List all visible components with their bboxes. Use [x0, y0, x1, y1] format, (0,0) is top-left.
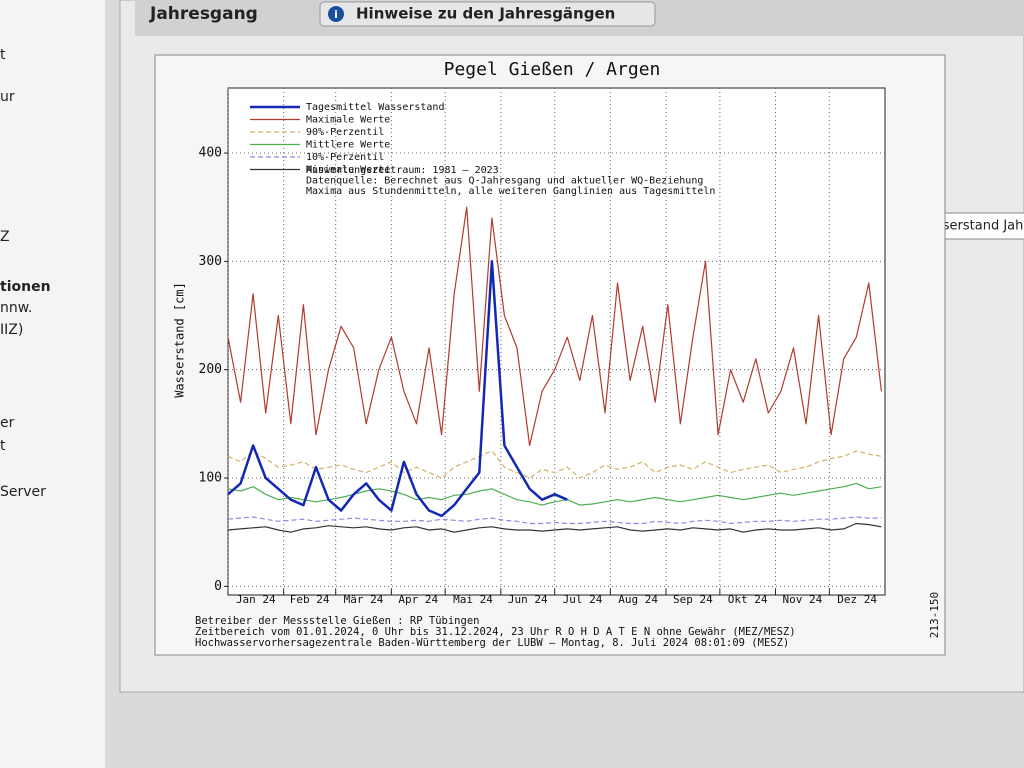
footer-line: Betreiber der Messstelle Gießen : RP Tüb… [195, 615, 479, 627]
x-tick-label: Sep 24 [673, 593, 713, 606]
footer-line: Zeitbereich vom 01.01.2024, 0 Uhr bis 31… [195, 626, 796, 638]
side-label: 213-150 [928, 592, 941, 638]
x-tick-label: Feb 24 [290, 593, 330, 606]
sidebar-item: t [0, 47, 6, 63]
legend-label: 90%-Perzentil [306, 127, 384, 138]
y-tick-label: 200 [199, 362, 222, 377]
legend-label: 10%-Perzentil [306, 152, 384, 163]
sidebar-item: Server [0, 484, 46, 500]
legend-label: Minimale Werte [306, 165, 390, 176]
sidebar-item: tionen [0, 279, 51, 295]
y-tick-label: 400 [199, 146, 222, 161]
legend-note: Datenquelle: Berechnet aus Q-Jahresgang … [306, 176, 703, 187]
series-line [227, 206, 882, 447]
y-tick-label: 100 [199, 471, 222, 486]
x-tick-label: Jul 24 [563, 593, 603, 606]
info-icon-glyph: i [334, 8, 338, 21]
info-icon [328, 6, 344, 22]
legend-label: Maximale Werte [306, 115, 390, 126]
series-line [227, 260, 568, 518]
legend-label: Tagesmittel Wasserstand [306, 102, 444, 113]
x-tick-label: Jan 24 [236, 593, 276, 606]
sidebar [0, 0, 105, 768]
series-line [227, 482, 882, 506]
x-tick-label: Dez 24 [837, 593, 877, 606]
chart-title: Pegel Gießen / Argen [444, 59, 661, 80]
hint-button[interactable] [319, 1, 656, 27]
sidebar-item: IIZ) [0, 322, 23, 338]
x-tick-label: Apr 24 [398, 593, 438, 606]
sidebar-item: t [0, 438, 6, 454]
x-tick-label: Jun 24 [508, 593, 548, 606]
y-tick-label: 300 [199, 254, 222, 269]
sidebar-item: nnw. [0, 300, 32, 316]
y-tick-label: 0 [214, 579, 222, 594]
x-tick-label: Mai 24 [453, 593, 493, 606]
series-line [227, 516, 882, 525]
series-line [227, 522, 882, 533]
legend-note: Auswertungszeitraum: 1981 – 2023 [306, 165, 499, 176]
x-tick-label: Mär 24 [344, 593, 384, 606]
sidebar-item: er [0, 415, 15, 431]
y-axis-label: Wasserstand [cm] [173, 282, 187, 398]
sidebar-item: ur [0, 89, 15, 105]
x-tick-label: Aug 24 [618, 593, 658, 606]
x-tick-label: Okt 24 [728, 593, 768, 606]
legend-label: Mittlere Werte [306, 140, 390, 151]
tab-title[interactable]: Jahresgang [149, 4, 258, 24]
sidebar-item: Z [0, 229, 10, 245]
series-line [227, 450, 882, 479]
x-tick-label: Nov 24 [783, 593, 823, 606]
legend-note: Maxima aus Stundenmitteln, alle weiteren… [306, 186, 715, 197]
hint-button-label[interactable]: Hinweise zu den Jahresgängen [356, 5, 615, 23]
footer-line: Hochwasservorhersagezentrale Baden-Württ… [195, 637, 789, 649]
